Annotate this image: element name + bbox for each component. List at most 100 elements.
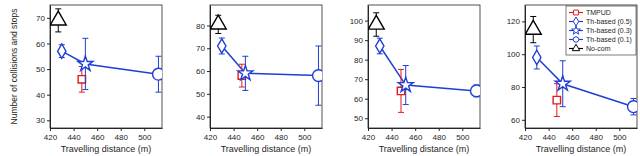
x-tick-mark [144,128,145,131]
legend-marker [574,10,579,15]
error-bar-cap [215,33,221,34]
y-tick-mark [365,21,368,22]
x-tick-mark [257,128,258,131]
error-bar-cap [55,8,61,9]
y-tick-mark [47,18,50,19]
x-tick: 440 [385,128,399,142]
x-tick: 480 [115,128,129,142]
y-axis-line [368,6,369,129]
y-axis-title: Number of collisions and stops [9,9,19,125]
y-axis-line [525,6,526,129]
y-tick-mark [207,48,210,49]
x-axis-line [526,128,638,129]
error-bar-cap [55,31,61,32]
error-bar-cap [242,56,248,57]
error-bar-cap [530,42,536,43]
legend-label: Th-based (0.5) [586,18,632,26]
marker [50,11,66,25]
x-tick-label: 480 [590,133,604,142]
legend-item: No-com [569,44,611,52]
x-tick-mark [619,128,620,131]
marker [376,39,384,53]
marker [153,68,162,80]
legend-marker [572,26,581,34]
legend-item: Th-based (0.3) [569,26,632,35]
x-tick: 420 [44,128,58,142]
y-tick-label: 100 [507,50,521,59]
error-bar-cap [315,105,321,106]
y-tick-mark [522,87,525,88]
y-tick-label: 50 [196,90,205,99]
marks [368,13,480,113]
x-tick-mark [439,128,440,131]
marker [238,65,253,79]
y-tick: 100 [507,50,525,59]
plot-frame [210,5,322,128]
marker [78,56,93,70]
error-bar-cap [242,90,248,91]
error-bar-cap [82,38,88,39]
marker [525,20,541,34]
y-tick-mark [365,60,368,61]
x-tick: 480 [275,128,289,142]
error-bar-cap [398,112,404,113]
x-tick-mark [121,128,122,131]
x-tick-label: 440 [67,133,81,142]
x-tick-mark [415,128,416,131]
y-tick-mark [47,43,50,44]
panel: 4204404604805003040506070Travelling dist… [9,5,164,154]
x-tick: 460 [409,128,423,142]
y-tick-label: 100 [350,17,364,26]
error-bar-cap [630,98,636,99]
y-tick-label: 40 [196,113,205,122]
y-tick-label: 60 [36,39,45,48]
y-tick-label: 60 [196,67,205,76]
panel: 4204404604805006080100120Travelling dist… [507,5,640,154]
series-line [62,51,159,74]
x-tick-label: 480 [433,133,447,142]
y-tick-label: 60 [354,95,363,104]
x-tick-label: 420 [362,133,376,142]
y-tick: 70 [354,75,368,84]
y-tick-label: 70 [36,14,45,23]
y-axis: 3040506070 [36,6,50,129]
y-tick: 60 [511,116,525,125]
legend-label: Th-based (0.3) [586,27,632,35]
y-tick-mark [365,40,368,41]
error-bar-cap [373,36,379,37]
y-tick: 80 [354,56,368,65]
y-tick-label: 60 [511,116,520,125]
y-tick: 40 [196,113,210,122]
y-tick-mark [207,94,210,95]
legend-box [566,6,636,55]
x-tick: 460 [566,128,580,142]
x-tick-label: 480 [275,133,289,142]
x-tick-label: 500 [613,133,627,142]
y-tick-mark [47,120,50,121]
y-tick: 50 [196,90,210,99]
y-tick: 50 [354,114,368,123]
error-bar-cap [315,46,321,47]
marker [58,44,66,58]
x-tick: 440 [227,128,241,142]
x-tick: 500 [298,128,312,142]
y-axis: 4050607080 [196,6,210,129]
y-tick-mark [365,99,368,100]
y-tick-mark [365,79,368,80]
x-tick-label: 480 [115,133,129,142]
x-tick-label: 500 [138,133,152,142]
x-axis: 420440460480500 [204,128,323,142]
legend-marker [572,44,579,50]
x-axis-line [211,128,323,129]
marker [210,15,226,29]
marker [471,85,480,97]
x-tick-label: 440 [227,133,241,142]
y-tick: 120 [507,17,525,26]
y-axis: 6080100120 [507,6,526,129]
y-tick: 30 [36,116,50,125]
marks [210,15,322,105]
x-tick-mark [392,128,393,131]
x-tick-label: 440 [385,133,399,142]
y-tick: 70 [36,14,50,23]
y-tick-label: 80 [354,56,363,65]
